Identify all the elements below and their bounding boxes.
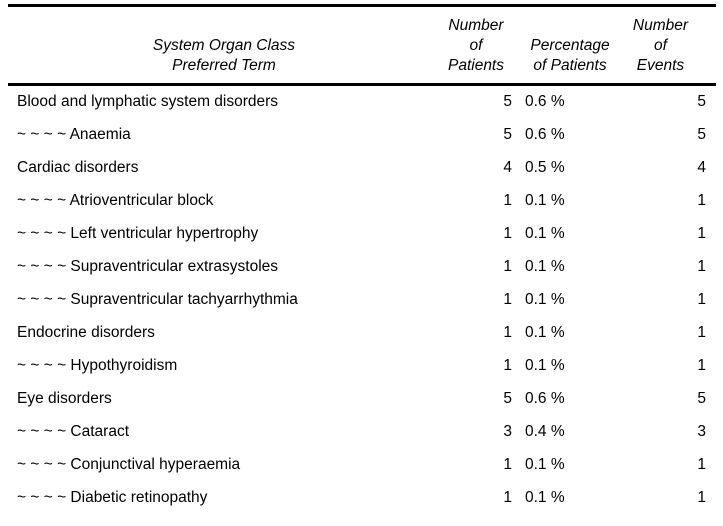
cell-patients: 1 (503, 192, 512, 209)
cell-term: Eye disorders (17, 390, 112, 407)
header-patients-line3: Patients (447, 57, 504, 74)
cell-patients: 4 (503, 159, 512, 176)
cell-patients: 5 (503, 93, 512, 110)
header-pct-line2: of Patients (533, 57, 607, 74)
table-row: Eye disorders 5 0.6 % 5 (8, 383, 716, 416)
cell-events: 1 (697, 456, 706, 473)
header-term-line2: Preferred Term (172, 57, 276, 74)
cell-pct: 0.1 % (525, 192, 565, 209)
cell-patients: 1 (503, 324, 512, 341)
cell-pct: 0.5 % (525, 159, 565, 176)
header-term-line1: System Organ Class (152, 37, 296, 54)
cell-patients: 5 (503, 126, 512, 143)
table-row: ~ ~ ~ ~ Atrioventricular block 1 0.1 % 1 (8, 185, 716, 218)
table-row: ~ ~ ~ ~ Anaemia 5 0.6 % 5 (8, 119, 716, 152)
cell-patients: 1 (503, 489, 512, 506)
cell-pct: 0.6 % (525, 93, 565, 110)
table-row: ~ ~ ~ ~ Supraventricular tachyarrhythmia… (8, 284, 716, 317)
table-row: ~ ~ ~ ~ Left ventricular hypertrophy 1 0.1… (8, 218, 716, 251)
cell-pct: 0.1 % (525, 456, 565, 473)
cell-events: 5 (697, 390, 706, 407)
table-row: ~ ~ ~ ~ Supraventricular extrasystoles 1 0… (8, 251, 716, 284)
cell-events: 1 (697, 192, 706, 209)
cell-pct: 0.1 % (525, 258, 565, 275)
cell-patients: 1 (503, 225, 512, 242)
cell-events: 3 (697, 423, 706, 440)
cell-term: ~ ~ ~ ~ Left ventricular hypertrophy (17, 225, 259, 242)
cell-patients: 1 (503, 357, 512, 374)
cell-term: Endocrine disorders (17, 324, 155, 341)
cell-events: 4 (697, 159, 706, 176)
cell-pct: 0.6 % (525, 390, 565, 407)
header-pct-line1: Percentage (530, 37, 610, 54)
cell-term: ~ ~ ~ ~ Anaemia (17, 126, 131, 143)
header-number-of-events: Number of Events (615, 5, 716, 86)
header-events-line2: of (654, 37, 667, 54)
cell-events: 5 (697, 126, 706, 143)
table-row: ~ ~ ~ ~ Cataract 3 0.4 % 3 (8, 416, 716, 449)
cell-term: ~ ~ ~ ~ Diabetic retinopathy (17, 489, 208, 506)
cell-pct: 0.4 % (525, 423, 565, 440)
cell-events: 1 (697, 489, 706, 506)
cell-events: 1 (697, 225, 706, 242)
table-row: ~ ~ ~ ~ Conjunctival hyperaemia 1 0.1 % 1 (8, 449, 716, 482)
header-patients-line2: of (469, 37, 483, 54)
header-number-of-patients: Number of Patients (440, 5, 512, 86)
cell-pct: 0.1 % (525, 225, 565, 242)
cell-term: ~ ~ ~ ~ Supraventricular extrasystoles (17, 258, 279, 275)
cell-events: 5 (697, 93, 706, 110)
adverse-events-table: System Organ Class Preferred Term Number… (8, 4, 716, 515)
header-percentage-of-patients: Percentage of Patients (512, 5, 615, 86)
cell-patients: 1 (503, 291, 512, 308)
cell-term: Blood and lymphatic system disorders (17, 93, 279, 110)
table-body: Blood and lymphatic system disorders 5 0.6… (8, 85, 716, 516)
table-row: ~ ~ ~ ~ Diabetic retinopathy 1 0.1 % 1 (8, 482, 716, 515)
cell-patients: 3 (503, 423, 512, 440)
cell-patients: 1 (503, 456, 512, 473)
cell-term: ~ ~ ~ ~ Conjunctival hyperaemia (17, 456, 241, 473)
cell-term: ~ ~ ~ ~ Cataract (17, 423, 130, 440)
cell-pct: 0.1 % (525, 324, 565, 341)
header-row: System Organ Class Preferred Term Number… (8, 5, 716, 86)
cell-events: 1 (697, 291, 706, 308)
cell-events: 1 (697, 324, 706, 341)
cell-patients: 1 (503, 258, 512, 275)
table-row: Endocrine disorders 1 0.1 % 1 (8, 317, 716, 350)
cell-term: Cardiac disorders (17, 159, 139, 176)
header-system-organ-class: System Organ Class Preferred Term (8, 5, 440, 86)
cell-pct: 0.6 % (525, 126, 565, 143)
table-header: System Organ Class Preferred Term Number… (8, 5, 716, 86)
cell-patients: 5 (503, 390, 512, 407)
header-events-line3: Events (636, 57, 685, 74)
cell-pct: 0.1 % (525, 291, 565, 308)
cell-term: ~ ~ ~ ~ Supraventricular tachyarrhythmia (17, 291, 298, 308)
cell-pct: 0.1 % (525, 357, 565, 374)
table-row: Blood and lymphatic system disorders 5 0.6… (8, 85, 716, 120)
header-events-line1: Number (632, 17, 689, 34)
cell-pct: 0.1 % (525, 489, 565, 506)
table-row: Cardiac disorders 4 0.5 % 4 (8, 152, 716, 185)
header-patients-line1: Number (448, 17, 504, 34)
cell-events: 1 (697, 258, 706, 275)
cell-term: ~ ~ ~ ~ Atrioventricular block (17, 192, 214, 209)
table-row: ~ ~ ~ ~ Hypothyroidism 1 0.1 % 1 (8, 350, 716, 383)
cell-term: ~ ~ ~ ~ Hypothyroidism (17, 357, 178, 374)
cell-events: 1 (697, 357, 706, 374)
